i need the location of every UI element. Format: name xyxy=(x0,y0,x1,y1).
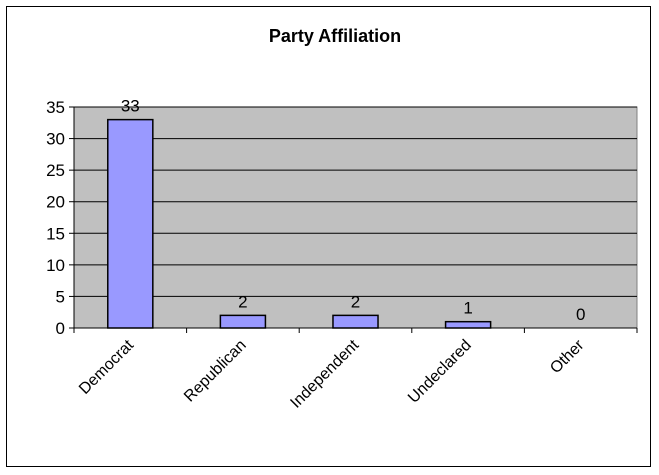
y-tick-label: 5 xyxy=(56,287,65,306)
data-label-undeclared: 1 xyxy=(463,299,472,318)
data-label-democrat: 33 xyxy=(121,97,140,116)
y-tick-label: 20 xyxy=(46,193,65,212)
y-tick-label: 0 xyxy=(56,319,65,338)
plot-background xyxy=(73,106,638,329)
bar-republican xyxy=(219,314,267,329)
y-tick-label: 25 xyxy=(46,161,65,180)
y-tick-label: 30 xyxy=(46,130,65,149)
category-label-other: Other xyxy=(547,336,588,377)
data-label-other: 0 xyxy=(576,305,585,324)
category-label-democrat: Democrat xyxy=(76,336,137,397)
category-label-undeclared: Undeclared xyxy=(405,337,475,407)
bar-independent xyxy=(332,314,379,329)
y-tick-label: 35 xyxy=(46,98,65,117)
bar-undeclared xyxy=(444,320,492,329)
y-tick-label: 10 xyxy=(46,256,65,275)
chart-title: Party Affiliation xyxy=(269,26,401,46)
category-label-republican: Republican xyxy=(181,337,250,406)
data-label-republican: 2 xyxy=(238,292,247,311)
y-tick-label: 15 xyxy=(46,224,65,243)
data-label-independent: 2 xyxy=(351,292,360,311)
category-label-independent: Independent xyxy=(287,336,362,411)
bar-democrat xyxy=(107,118,154,329)
